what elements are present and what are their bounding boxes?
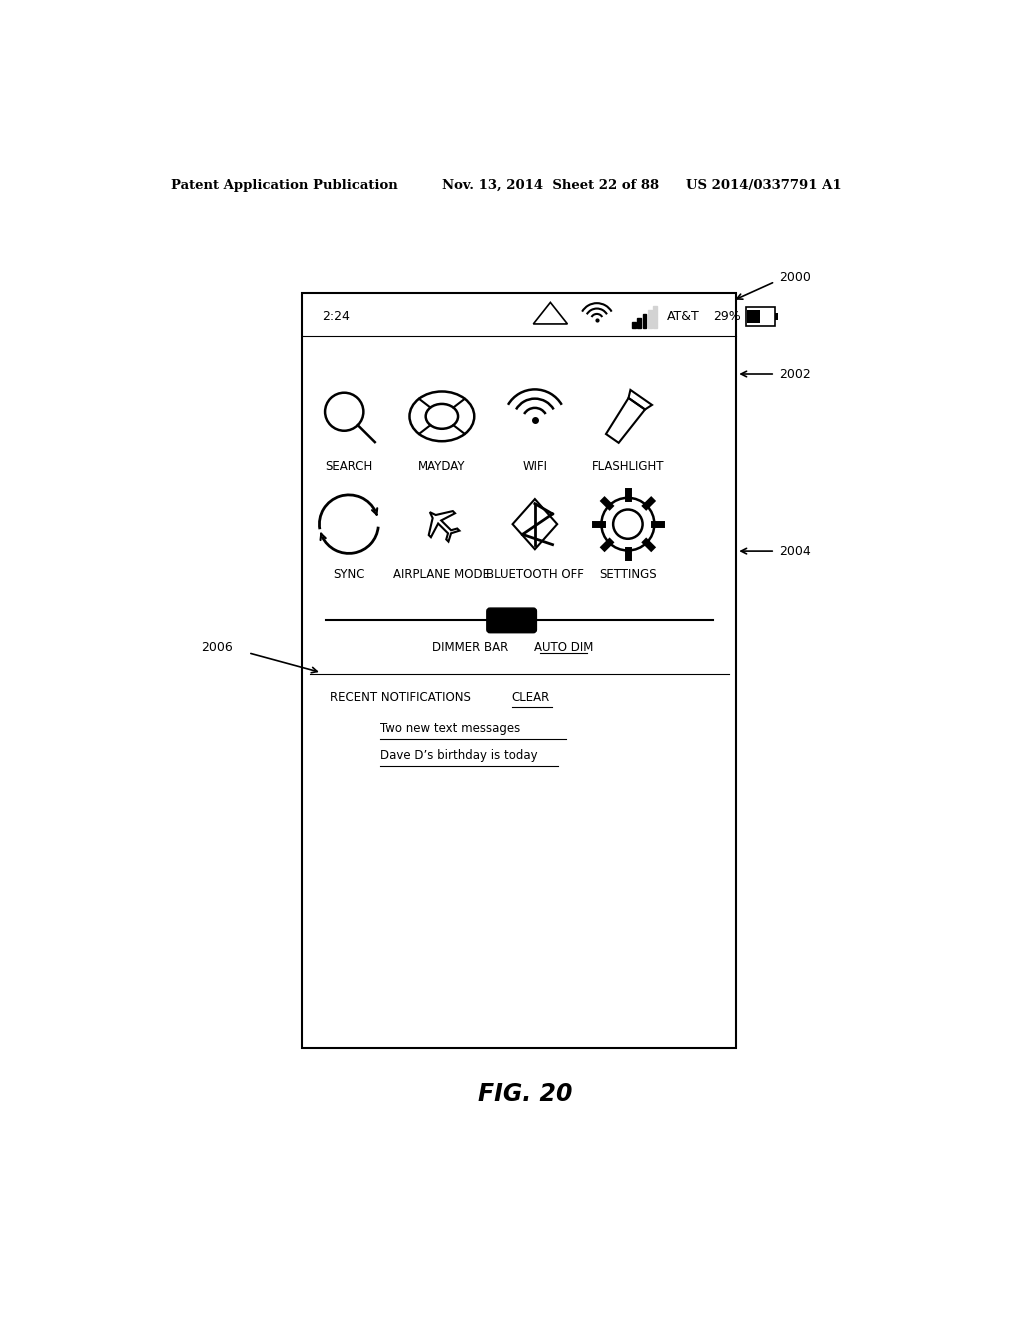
Text: Dave D’s birthday is today: Dave D’s birthday is today bbox=[380, 748, 538, 762]
Text: CLEAR: CLEAR bbox=[512, 690, 550, 704]
Bar bbox=[643, 314, 646, 327]
Text: 29%: 29% bbox=[713, 310, 741, 323]
Text: RECENT NOTIFICATIONS: RECENT NOTIFICATIONS bbox=[330, 690, 470, 704]
Bar bbox=[637, 318, 641, 327]
Text: DIMMER BAR: DIMMER BAR bbox=[432, 640, 509, 653]
Text: FIG. 20: FIG. 20 bbox=[477, 1082, 572, 1106]
Text: 2004: 2004 bbox=[779, 545, 811, 557]
Text: FLASHLIGHT: FLASHLIGHT bbox=[592, 459, 665, 473]
Bar bbox=[302, 293, 736, 1048]
Text: Patent Application Publication: Patent Application Publication bbox=[171, 178, 397, 191]
Text: AIRPLANE MODE: AIRPLANE MODE bbox=[393, 568, 490, 581]
Bar bbox=[632, 322, 636, 327]
Text: US 2014/0337791 A1: US 2014/0337791 A1 bbox=[686, 178, 842, 191]
Text: SETTINGS: SETTINGS bbox=[599, 568, 656, 581]
Text: AUTO DIM: AUTO DIM bbox=[534, 640, 593, 653]
Text: AT&T: AT&T bbox=[667, 310, 699, 323]
Text: WIFI: WIFI bbox=[522, 459, 548, 473]
Text: MAYDAY: MAYDAY bbox=[418, 459, 466, 473]
Bar bbox=[775, 313, 778, 321]
Text: Nov. 13, 2014  Sheet 22 of 88: Nov. 13, 2014 Sheet 22 of 88 bbox=[442, 178, 659, 191]
Text: SYNC: SYNC bbox=[333, 568, 365, 581]
Text: SEARCH: SEARCH bbox=[326, 459, 373, 473]
Bar bbox=[748, 310, 761, 323]
FancyBboxPatch shape bbox=[486, 609, 537, 632]
Text: 2002: 2002 bbox=[779, 367, 811, 380]
Bar bbox=[653, 306, 657, 327]
Text: 2:24: 2:24 bbox=[322, 310, 349, 323]
Text: BLUETOOTH OFF: BLUETOOTH OFF bbox=[486, 568, 584, 581]
Bar bbox=[745, 308, 775, 326]
Bar bbox=[648, 310, 652, 327]
Text: 2000: 2000 bbox=[779, 271, 811, 284]
Text: Two new text messages: Two new text messages bbox=[380, 722, 520, 735]
Text: 2006: 2006 bbox=[202, 640, 233, 653]
